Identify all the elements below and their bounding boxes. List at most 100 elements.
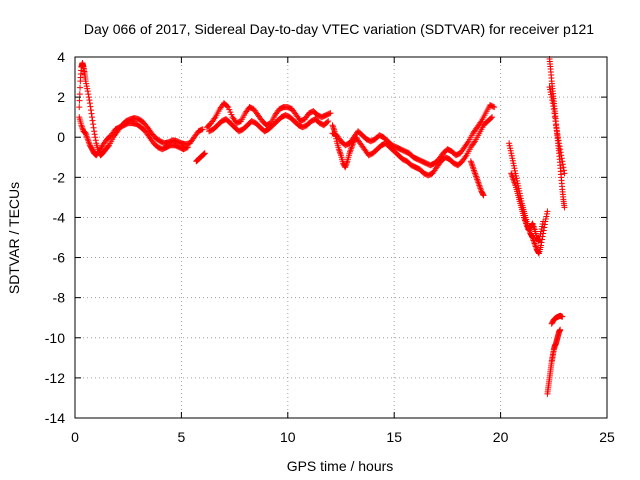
data-point bbox=[538, 228, 545, 235]
x-tick-label: 20 bbox=[493, 429, 509, 445]
data-point bbox=[552, 122, 559, 129]
data-point bbox=[471, 168, 478, 175]
data-point bbox=[507, 145, 514, 152]
grid-lines bbox=[75, 57, 607, 418]
data-point bbox=[337, 150, 344, 157]
data-point bbox=[559, 161, 566, 168]
data-point bbox=[76, 104, 83, 111]
data-point bbox=[201, 150, 208, 157]
data-point bbox=[90, 121, 97, 128]
chart-title: Day 066 of 2017, Sidereal Day-to-day VTE… bbox=[84, 21, 594, 37]
data-point bbox=[469, 162, 476, 169]
series-arc-4-upper bbox=[329, 102, 498, 169]
data-point bbox=[468, 159, 475, 166]
data-point bbox=[557, 149, 564, 156]
data-point bbox=[469, 164, 476, 171]
data-point bbox=[474, 177, 481, 184]
data-point bbox=[490, 103, 497, 110]
data-point bbox=[540, 218, 547, 225]
data-point bbox=[476, 183, 483, 190]
data-point bbox=[544, 208, 551, 215]
data-point bbox=[336, 149, 343, 156]
data-point bbox=[543, 213, 550, 220]
data-point bbox=[92, 137, 99, 144]
data-point bbox=[86, 100, 93, 107]
x-tick-label: 5 bbox=[178, 429, 186, 445]
series-arc-6-upper bbox=[508, 170, 547, 245]
y-tick-label: 4 bbox=[57, 49, 65, 65]
data-point bbox=[105, 143, 112, 150]
data-point bbox=[511, 167, 518, 174]
y-axis-label: SDTVAR / TECUs bbox=[6, 182, 22, 294]
y-tick-label: -4 bbox=[53, 209, 66, 225]
data-point bbox=[491, 104, 498, 111]
x-tick-label: 10 bbox=[280, 429, 296, 445]
data-point bbox=[226, 106, 233, 113]
data-point bbox=[200, 151, 207, 158]
data-point bbox=[324, 119, 331, 126]
data-point bbox=[86, 97, 93, 104]
data-point bbox=[551, 110, 558, 117]
y-tick-label: 2 bbox=[57, 89, 65, 105]
data-point bbox=[537, 230, 544, 237]
x-tick-label: 0 bbox=[71, 429, 79, 445]
data-point bbox=[336, 147, 343, 154]
data-point bbox=[325, 118, 332, 125]
data-point bbox=[511, 165, 518, 172]
data-point bbox=[543, 210, 550, 217]
data-point bbox=[91, 131, 98, 138]
data-point bbox=[228, 111, 235, 118]
data-point bbox=[555, 137, 562, 144]
x-tick-label: 25 bbox=[599, 429, 615, 445]
data-point bbox=[554, 131, 561, 138]
data-point bbox=[508, 171, 515, 178]
series-arc-2 bbox=[193, 150, 208, 165]
data-point bbox=[480, 192, 487, 199]
series-arc-1-lower bbox=[76, 114, 191, 159]
data-point bbox=[547, 89, 554, 96]
series-arc-8 bbox=[544, 326, 564, 397]
data-point bbox=[536, 236, 543, 243]
data-point bbox=[553, 128, 560, 135]
data-point bbox=[489, 114, 496, 121]
data-point bbox=[552, 118, 559, 125]
data-point bbox=[560, 167, 567, 174]
data-point bbox=[82, 78, 89, 85]
data-point bbox=[506, 142, 513, 149]
data-point bbox=[184, 144, 191, 151]
data-point bbox=[472, 171, 479, 178]
data-point bbox=[542, 215, 549, 222]
data-point bbox=[85, 91, 92, 98]
data-point bbox=[91, 128, 98, 135]
data-point bbox=[532, 242, 539, 249]
data-point bbox=[331, 126, 338, 133]
data-point bbox=[539, 220, 546, 227]
data-point bbox=[473, 173, 480, 180]
data-point bbox=[539, 223, 546, 230]
data-point bbox=[507, 147, 514, 154]
data-point bbox=[467, 158, 474, 165]
series-arc-7-lower bbox=[546, 84, 568, 177]
data-point bbox=[201, 150, 208, 157]
data-point bbox=[508, 152, 515, 159]
data-point bbox=[538, 242, 545, 249]
data-point bbox=[183, 144, 190, 151]
data-point bbox=[510, 160, 517, 167]
data-point bbox=[513, 172, 520, 179]
data-point bbox=[538, 239, 545, 246]
data-point bbox=[549, 97, 556, 104]
data-point bbox=[513, 175, 520, 182]
data-point bbox=[470, 165, 477, 172]
data-point bbox=[329, 122, 336, 129]
data-point bbox=[85, 94, 92, 101]
data-point bbox=[561, 204, 568, 211]
data-point bbox=[326, 110, 333, 117]
data-point bbox=[87, 107, 94, 114]
data-point bbox=[536, 233, 543, 240]
data-point bbox=[88, 110, 95, 117]
data-point bbox=[546, 84, 553, 91]
data-point bbox=[510, 162, 517, 169]
data-point bbox=[535, 249, 542, 256]
data-point bbox=[509, 155, 516, 162]
data-point bbox=[559, 158, 566, 165]
